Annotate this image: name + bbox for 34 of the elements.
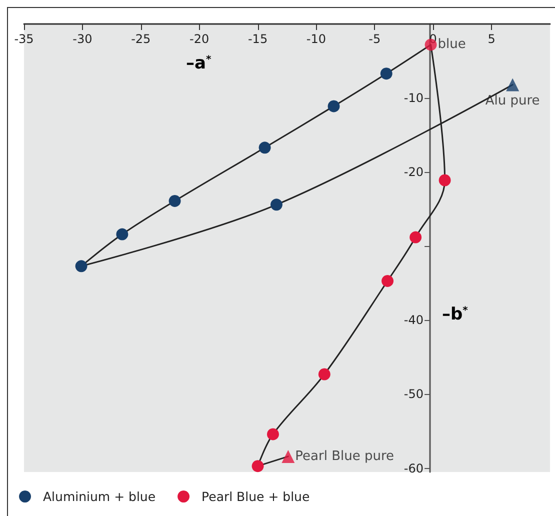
- x-tick-label: -25: [131, 32, 151, 46]
- legend-label: Aluminium + blue: [43, 489, 156, 504]
- point: [252, 460, 264, 472]
- x-tick-label: -15: [248, 32, 268, 46]
- legend-label: Pearl Blue + blue: [202, 489, 310, 504]
- x-tick-label: 5: [488, 32, 496, 46]
- point: [438, 174, 451, 186]
- x-axis-title: –a*: [186, 54, 212, 74]
- point: [506, 78, 520, 92]
- point: [410, 231, 422, 244]
- y-tick-label: -10: [404, 91, 424, 106]
- point: [328, 100, 340, 112]
- point: [270, 198, 282, 211]
- point: [116, 228, 128, 240]
- y-tick-label: -40: [404, 313, 424, 328]
- annotation: blue: [438, 37, 466, 52]
- y-tick-label: -50: [404, 387, 424, 402]
- point: [382, 274, 394, 287]
- point: [318, 368, 330, 380]
- x-tick-label: -20: [190, 32, 210, 46]
- y-tick-label: -60: [404, 461, 424, 476]
- point: [266, 428, 279, 440]
- point: [258, 142, 271, 154]
- point: [282, 450, 295, 463]
- y-axis-title: –b*: [442, 304, 469, 324]
- point: [75, 260, 88, 272]
- annotation: Pearl Blue pure: [295, 448, 394, 464]
- x-tick-label: -10: [306, 32, 326, 46]
- y-tick-label: -20: [404, 165, 424, 180]
- point: [380, 68, 392, 80]
- x-tick-label: -35: [14, 32, 34, 46]
- x-tick-label: -5: [368, 32, 381, 46]
- x-tick-label: -30: [72, 32, 92, 46]
- point: [168, 194, 181, 207]
